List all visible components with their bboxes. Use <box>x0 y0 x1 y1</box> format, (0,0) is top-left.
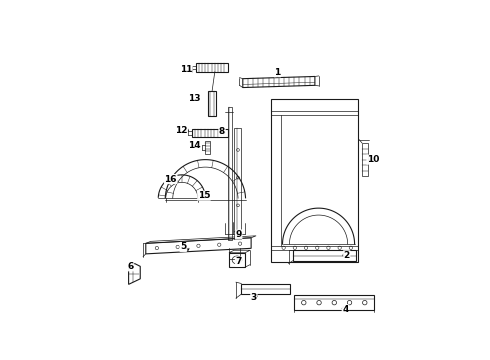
Text: 9: 9 <box>236 230 242 239</box>
Text: 8: 8 <box>219 127 225 136</box>
Text: 7: 7 <box>236 257 242 266</box>
Text: 6: 6 <box>127 262 134 271</box>
Text: 3: 3 <box>251 293 257 302</box>
Text: 16: 16 <box>165 175 177 184</box>
Text: 11: 11 <box>180 65 192 74</box>
Text: 14: 14 <box>188 141 201 150</box>
Text: 10: 10 <box>367 155 379 164</box>
Text: 2: 2 <box>343 251 350 260</box>
Text: 13: 13 <box>188 94 201 103</box>
Text: 4: 4 <box>342 305 348 314</box>
Text: 1: 1 <box>274 68 281 77</box>
Text: 15: 15 <box>198 191 210 200</box>
Text: 12: 12 <box>175 126 188 135</box>
Text: 5: 5 <box>180 242 186 251</box>
